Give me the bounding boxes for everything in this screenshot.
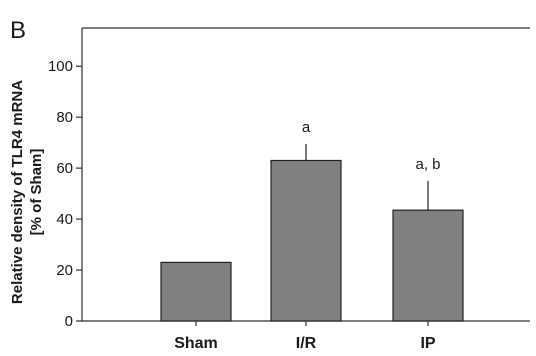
y-tick-label: 100 xyxy=(48,58,73,75)
bars xyxy=(160,159,464,322)
y-tick-label: 40 xyxy=(56,211,73,228)
y-tick-label: 0 xyxy=(65,313,73,330)
bar-ip xyxy=(392,209,464,322)
y-tick-label: 60 xyxy=(56,160,73,177)
y-axis-label-line1: Relative density of TLR4 mRNA xyxy=(9,80,26,304)
x-tick-label: Sham xyxy=(174,335,218,352)
x-tick-label: IP xyxy=(420,335,435,352)
y-axis-label: Relative density of TLR4 mRNA [% of Sham… xyxy=(9,80,45,304)
y-tick-label: 20 xyxy=(56,262,73,279)
y-axis-label-line2: [% of Sham] xyxy=(28,149,45,236)
bar-sham xyxy=(160,261,232,322)
x-tick-labels: Sham I/R IP xyxy=(174,321,436,352)
significance-annotation: a, b xyxy=(415,156,440,173)
x-tick-label: I/R xyxy=(296,335,317,352)
error-bars xyxy=(305,143,429,211)
significance-annotation: a xyxy=(302,119,311,136)
panel-label: B xyxy=(10,17,26,44)
y-ticks: 0 20 40 60 80 100 xyxy=(48,58,82,330)
bar-i-r xyxy=(270,159,342,322)
annotations: a a, b xyxy=(302,119,441,173)
y-tick-label: 80 xyxy=(56,109,73,126)
